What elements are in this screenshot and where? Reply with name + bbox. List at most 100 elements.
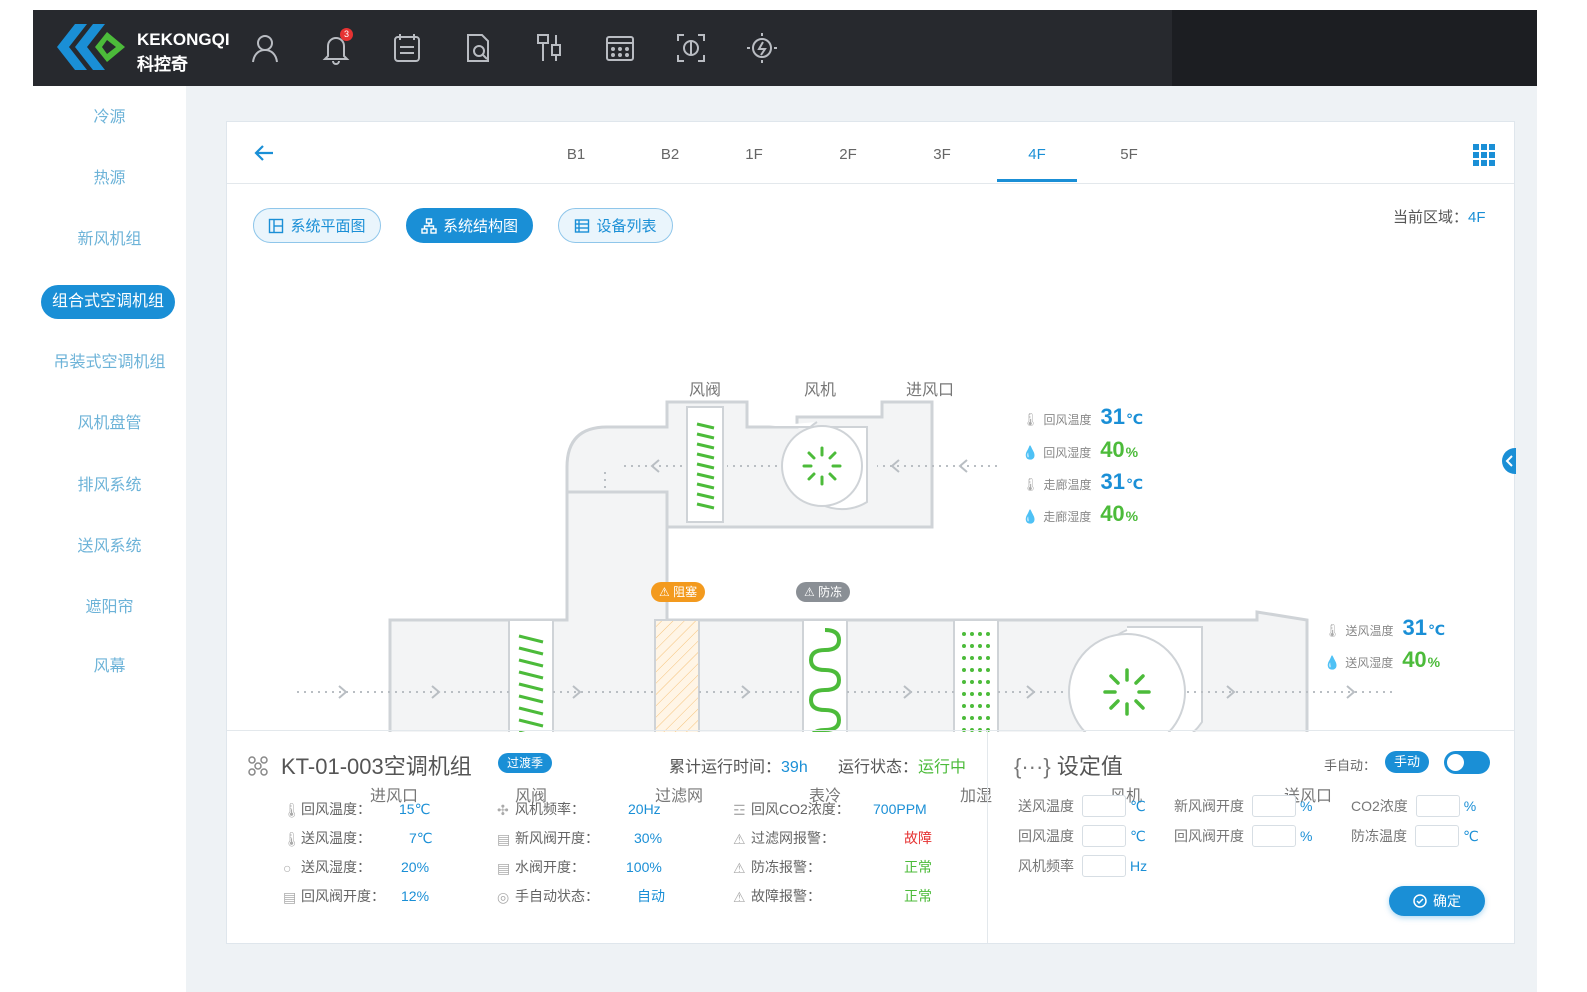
calendar-icon[interactable] xyxy=(387,28,427,68)
field-unit: % xyxy=(1300,798,1313,814)
back-arrow-icon[interactable] xyxy=(251,140,277,166)
field-label: 回风阀开度 xyxy=(1174,828,1244,844)
reading-label: 回风温度 xyxy=(1043,413,1092,427)
set-supply-temp: 送风温度 ℃ xyxy=(1018,795,1146,817)
info-label: 回风温度： xyxy=(301,801,371,817)
brand-name-cn: 科控奇 xyxy=(137,55,188,74)
top-nav: 3 xyxy=(245,28,782,68)
field-label: 送风温度 xyxy=(1018,798,1074,814)
tools-icon[interactable] xyxy=(529,28,569,68)
floor-tabs: B1 B2 1F 2F 3F 4F 5F xyxy=(227,122,1514,184)
sidebar-item-air-curtain[interactable]: 风幕 xyxy=(93,658,126,675)
set-fan-frequency: 风机频率 Hz xyxy=(1018,855,1147,877)
energy-icon[interactable] xyxy=(742,28,782,68)
sidebar-item-ceiling-ahu[interactable]: 吊装式空调机组 xyxy=(53,354,166,371)
season-badge: 过渡季 xyxy=(498,753,553,773)
reading-unit: ℃ xyxy=(1126,411,1143,427)
system-structure-button[interactable]: 系统结构图 xyxy=(406,208,533,243)
toggle-knob xyxy=(1447,754,1464,771)
filter-shape xyxy=(654,619,700,732)
blocked-warning-tag[interactable]: ⚠ 阻塞 xyxy=(651,582,706,602)
top-damper-label: 风阀 xyxy=(688,382,721,399)
ahu-diagram-graphic xyxy=(297,400,1392,732)
sidebar-item-exhaust-system[interactable]: 排风系统 xyxy=(77,477,142,494)
reading-value: 40 xyxy=(1100,437,1125,462)
return-valve-input[interactable] xyxy=(1252,825,1296,847)
info-value: 700PPM xyxy=(873,801,927,817)
system-plan-button[interactable]: 系统平面图 xyxy=(253,208,381,243)
notification-badge: 3 xyxy=(340,28,353,41)
run-status-value: 运行中 xyxy=(918,759,967,776)
setpoint-panel: {···} 设定值 手自动： 手动 送风温度 ℃ 新风阀开度% CO2浓度% 回风… xyxy=(987,730,1514,943)
thermometer-icon: 🌡 xyxy=(1022,412,1039,427)
tab-b1[interactable]: B1 xyxy=(566,146,586,163)
valve-icon: ▤ xyxy=(283,889,297,905)
tab-5f[interactable]: 5F xyxy=(1120,146,1138,163)
bell-icon[interactable]: 3 xyxy=(316,28,356,68)
sidebar-item-sunshade[interactable]: 遮阳帘 xyxy=(85,599,134,616)
field-label: 新风阀开度 xyxy=(1174,798,1244,814)
co2-input[interactable] xyxy=(1415,795,1460,817)
field-label: 防冻温度 xyxy=(1351,828,1407,844)
freeze-warning-text: 防冻 xyxy=(818,585,843,599)
reading-value: 31 xyxy=(1402,615,1427,640)
field-unit: % xyxy=(1300,828,1313,844)
grid-menu-icon[interactable] xyxy=(1473,144,1495,166)
info-filter-alarm: ⚠ 过滤网报警： 故障 xyxy=(733,828,953,848)
info-return-valve: ▤ 回风阀开度： 12% xyxy=(283,886,443,906)
fan-frequency-input[interactable] xyxy=(1082,855,1126,877)
fresh-valve-input[interactable] xyxy=(1252,795,1296,817)
info-value: 正常 xyxy=(904,859,932,875)
return-temp-input[interactable] xyxy=(1082,825,1126,847)
sidebar-item-supply-system[interactable]: 送风系统 xyxy=(77,538,142,555)
reading-unit: % xyxy=(1125,444,1139,460)
info-supply-temp: 🌡 送风温度： 7℃ xyxy=(283,828,443,848)
document-search-icon[interactable] xyxy=(458,28,498,68)
co2-icon: ☲ xyxy=(733,802,746,818)
freeze-temp-input[interactable] xyxy=(1415,825,1459,847)
manual-auto-toggle[interactable] xyxy=(1444,751,1490,774)
sidebar-item-fan-coil[interactable]: 风机盘管 xyxy=(77,415,142,432)
droplet-icon: 💧 xyxy=(1022,445,1039,460)
info-value: 12% xyxy=(401,888,430,904)
tab-1f[interactable]: 1F xyxy=(745,146,763,163)
droplet-icon: ○ xyxy=(283,860,292,876)
reading-label: 送风湿度 xyxy=(1345,656,1394,670)
tab-3f[interactable]: 3F xyxy=(933,146,951,163)
check-circle-icon xyxy=(1413,894,1427,908)
sidebar-item-heat-source[interactable]: 热源 xyxy=(93,170,126,187)
collapse-panel-tab[interactable] xyxy=(1502,448,1516,474)
info-auto-state: ◎ 手自动状态： 自动 xyxy=(497,886,677,906)
scan-icon[interactable] xyxy=(671,28,711,68)
schedule-icon[interactable] xyxy=(600,28,640,68)
device-list-label: 设备列表 xyxy=(596,218,657,235)
freeze-warning-tag[interactable]: ⚠ 防冻 xyxy=(796,582,851,602)
mode-icon: ◎ xyxy=(497,889,510,905)
user-icon[interactable] xyxy=(245,28,285,68)
top-inlet-label: 进风口 xyxy=(905,382,954,399)
device-list-button[interactable]: 设备列表 xyxy=(558,208,673,243)
reading-return-temp: 🌡 回风温度 31 ℃ xyxy=(1022,404,1143,430)
tab-4f[interactable]: 4F xyxy=(1028,146,1046,163)
ahu-unit-icon xyxy=(248,756,268,776)
sidebar-item-cold-source[interactable]: 冷源 xyxy=(93,109,126,126)
system-structure-label: 系统结构图 xyxy=(442,218,518,235)
current-area-label: 当前区域： xyxy=(1393,209,1469,226)
reading-unit: ℃ xyxy=(1428,622,1445,638)
info-fault-alarm: ⚠ 故障报警： 正常 xyxy=(733,886,953,906)
supply-temp-input[interactable] xyxy=(1082,795,1126,817)
confirm-button[interactable]: 确定 xyxy=(1389,886,1485,916)
droplet-icon: 💧 xyxy=(1324,655,1341,670)
tab-2f[interactable]: 2F xyxy=(839,146,857,163)
sidebar-item-ahu[interactable]: 组合式空调机组 xyxy=(41,285,175,319)
current-area: 当前区域：4F xyxy=(1393,206,1486,227)
reading-value: 40 xyxy=(1100,501,1125,526)
sidebar-item-fresh-air-unit[interactable]: 新风机组 xyxy=(77,231,142,248)
humidifier-shape xyxy=(953,619,999,732)
top-bar: KEKONGQI 科控奇 3 xyxy=(33,10,1537,86)
thermometer-icon: 🌡 xyxy=(1022,477,1039,492)
reading-label: 回风湿度 xyxy=(1043,446,1092,460)
reading-corridor-temp: 🌡 走廊温度 31 ℃ xyxy=(1022,469,1143,495)
reading-supply-humidity: 💧 送风湿度 40% xyxy=(1324,647,1440,673)
tab-b2[interactable]: B2 xyxy=(660,146,680,163)
